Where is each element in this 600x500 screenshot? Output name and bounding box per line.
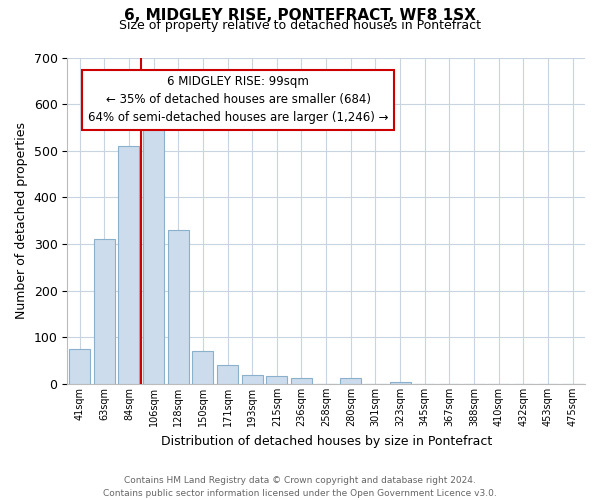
Bar [94, 240, 115, 384]
X-axis label: Distribution of detached houses by size in Pontefract: Distribution of detached houses by size … [161, 434, 492, 448]
Bar [168, 230, 188, 384]
Bar [340, 378, 361, 384]
Text: 6, MIDGLEY RISE, PONTEFRACT, WF8 1SX: 6, MIDGLEY RISE, PONTEFRACT, WF8 1SX [124, 8, 476, 22]
Bar [217, 366, 238, 384]
Bar [193, 352, 214, 384]
Bar [266, 376, 287, 384]
Text: Size of property relative to detached houses in Pontefract: Size of property relative to detached ho… [119, 19, 481, 32]
Bar [291, 378, 312, 384]
Bar [242, 374, 263, 384]
Text: 6 MIDGLEY RISE: 99sqm
← 35% of detached houses are smaller (684)
64% of semi-det: 6 MIDGLEY RISE: 99sqm ← 35% of detached … [88, 76, 388, 124]
Bar [143, 116, 164, 384]
Y-axis label: Number of detached properties: Number of detached properties [15, 122, 28, 320]
Bar [118, 146, 139, 384]
Bar [69, 349, 90, 384]
Bar [389, 382, 410, 384]
Text: Contains HM Land Registry data © Crown copyright and database right 2024.
Contai: Contains HM Land Registry data © Crown c… [103, 476, 497, 498]
